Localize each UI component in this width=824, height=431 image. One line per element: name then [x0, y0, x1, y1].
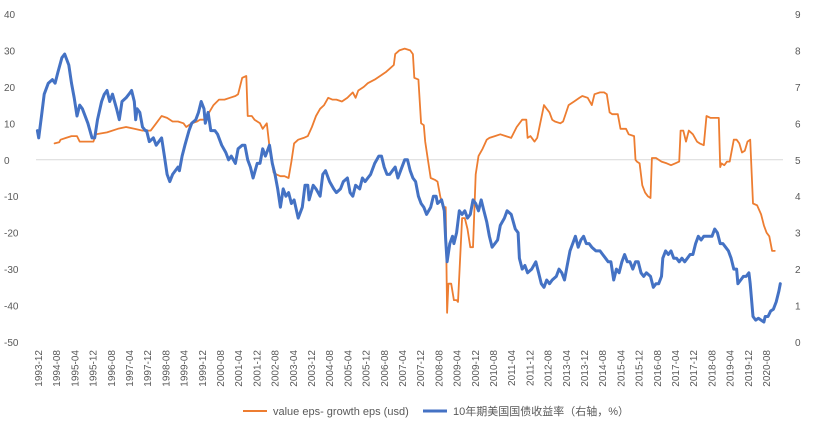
x-axis-tick-label: 1995-12 [89, 350, 100, 387]
x-axis-tick-label: 2017-04 [671, 350, 682, 387]
right-axis-tick-label: 7 [795, 83, 801, 94]
x-axis-tick-label: 2020-08 [762, 350, 773, 387]
left-axis-tick-label: -50 [4, 338, 19, 349]
right-axis-tick-label: 0 [795, 338, 801, 349]
x-axis-tick-label: 2000-08 [216, 350, 227, 387]
x-axis-tick-label: 1999-04 [180, 350, 191, 387]
x-axis-tick-label: 1997-04 [125, 350, 136, 387]
right-axis-tick-label: 1 [795, 302, 801, 313]
x-axis-tick-label: 2002-08 [271, 350, 282, 387]
x-axis-tick-label: 1993-12 [34, 350, 45, 387]
x-axis-tick-label: 2012-08 [544, 350, 555, 387]
left-axis-tick-label: -10 [4, 192, 19, 203]
x-axis-tick-label: 2010-08 [489, 350, 500, 387]
left-axis-tick-label: 10 [4, 119, 16, 130]
right-axis-tick-label: 5 [795, 156, 801, 167]
x-axis-tick-label: 1998-08 [161, 350, 172, 387]
x-axis-tick-label: 2015-04 [616, 350, 627, 387]
right-axis-tick-label: 6 [795, 119, 801, 130]
x-axis-tick-label: 1994-08 [52, 350, 63, 387]
right-axis-tick-label: 2 [795, 265, 801, 276]
right-axis-tick-label: 4 [795, 192, 801, 203]
x-axis-tick-label: 2008-08 [434, 350, 445, 387]
x-axis-tick-label: 2005-04 [343, 350, 354, 387]
x-axis-tick-label: 1996-08 [107, 350, 118, 387]
x-axis-tick-label: 2014-08 [598, 350, 609, 387]
x-axis-tick-label: 1997-12 [143, 350, 154, 387]
x-axis-tick-label: 2009-12 [471, 350, 482, 387]
x-axis-tick-label: 2007-04 [398, 350, 409, 387]
x-axis-tick-label: 2009-04 [453, 350, 464, 387]
left-axis-tick-label: 0 [4, 156, 10, 167]
x-axis-tick-label: 1995-04 [70, 350, 81, 387]
x-axis-tick-label: 2019-04 [726, 350, 737, 387]
x-axis-tick-label: 2019-12 [744, 350, 755, 387]
left-axis-tick-label: 40 [4, 10, 16, 21]
x-axis-tick-label: 2011-04 [507, 350, 518, 386]
x-axis-tick-label: 2003-12 [307, 350, 318, 387]
x-axis-tick-label: 1999-12 [198, 350, 209, 387]
right-axis-tick-label: 3 [795, 229, 801, 240]
legend-label: value eps- growth eps (usd) [273, 406, 409, 418]
x-axis-tick-label: 2016-08 [653, 350, 664, 387]
left-axis-tick-label: -30 [4, 265, 19, 276]
left-axis-tick-label: -40 [4, 302, 19, 313]
left-axis-tick-label: -20 [4, 229, 19, 240]
x-axis-tick-label: 2013-12 [580, 350, 591, 387]
legend-label: 10年期美国国债收益率（右轴，%） [453, 404, 629, 418]
x-axis-tick-label: 2006-08 [380, 350, 391, 387]
x-axis-tick-label: 2011-12 [525, 350, 536, 386]
series-line-10y-treasury-yield [35, 52, 782, 324]
right-axis-tick-label: 9 [795, 10, 801, 21]
x-axis-tick-label: 2018-08 [707, 350, 718, 387]
x-axis-tick-label: 2001-04 [234, 350, 245, 387]
x-axis-tick-label: 2015-12 [635, 350, 646, 387]
left-axis-tick-label: 30 [4, 46, 16, 57]
x-axis-tick-label: 2017-12 [689, 350, 700, 387]
right-axis-tick-label: 8 [795, 46, 801, 57]
x-axis-tick-label: 2003-04 [289, 350, 300, 387]
left-axis-tick-label: 20 [4, 83, 16, 94]
x-axis-tick-label: 2013-04 [562, 350, 573, 387]
series-line-value-growth-eps [53, 47, 776, 314]
x-axis-tick-label: 2005-12 [362, 350, 373, 387]
x-axis-tick-label: 2007-12 [416, 350, 427, 387]
x-axis-tick-label: 2004-08 [325, 350, 336, 387]
x-axis-tick-label: 2001-12 [252, 350, 263, 387]
